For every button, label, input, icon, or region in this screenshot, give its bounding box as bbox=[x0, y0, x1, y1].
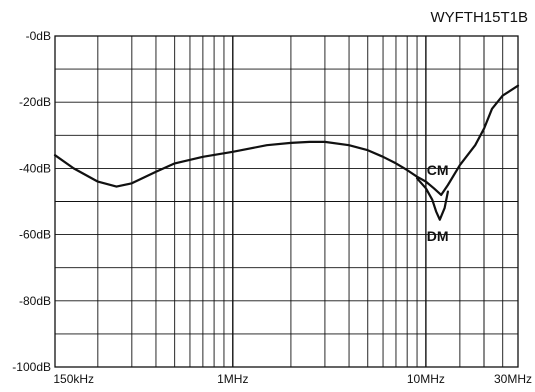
y-tick-label: -80dB bbox=[19, 294, 51, 308]
x-tick-label: 30MHz bbox=[494, 372, 532, 386]
x-tick-label: 1MHz bbox=[217, 372, 248, 386]
x-tick-label: 150kHz bbox=[53, 372, 94, 386]
y-tick-label: -100dB bbox=[12, 360, 51, 374]
plot-frame bbox=[54, 35, 519, 368]
y-tick-label: -0dB bbox=[26, 29, 51, 43]
series-group bbox=[53, 84, 520, 221]
y-axis: -0dB -20dB -40dB -60dB -80dB -100dB bbox=[12, 29, 51, 374]
y-tick-label: -20dB bbox=[19, 95, 51, 109]
chart-title: WYFTH15T1B bbox=[430, 9, 528, 26]
series-label-dm: DM bbox=[427, 228, 449, 244]
series-line-dm bbox=[415, 177, 449, 221]
series-line-cm bbox=[53, 84, 520, 196]
y-tick-label: -40dB bbox=[19, 161, 51, 175]
chart-grid bbox=[55, 36, 518, 367]
y-tick-label: -60dB bbox=[19, 228, 51, 242]
x-axis: 150kHz 1MHz 10MHz 30MHz bbox=[53, 372, 532, 386]
x-tick-label: 10MHz bbox=[407, 372, 445, 386]
series-label-cm: CM bbox=[427, 162, 449, 178]
series-labels: CM DM bbox=[427, 162, 449, 244]
